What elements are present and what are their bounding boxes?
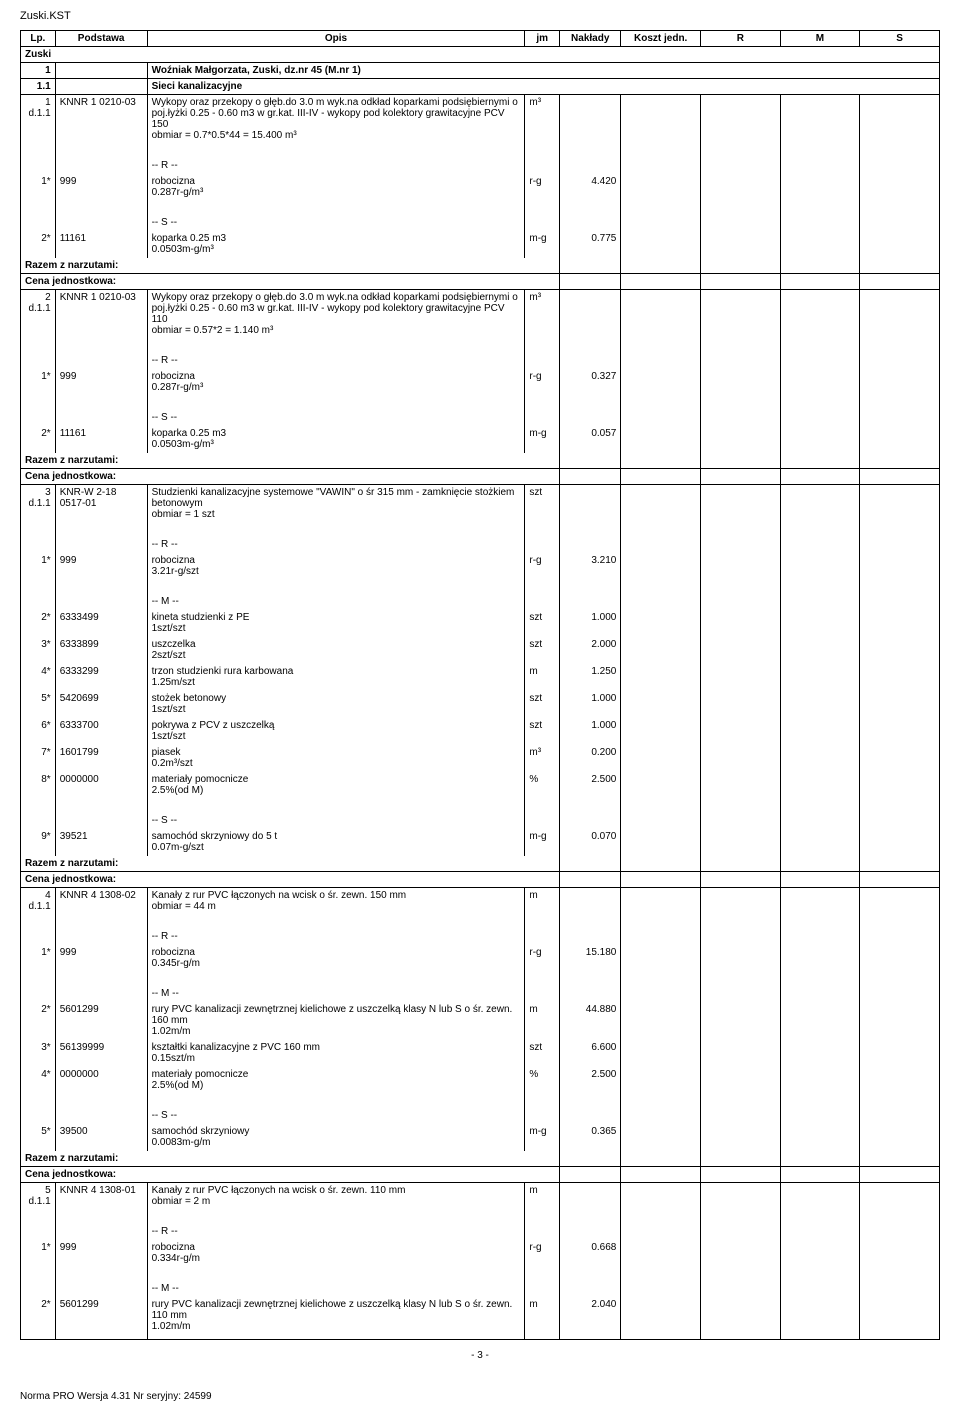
item-3-m7: 7*1601799piasek 0.2m³/sztm³0.200: [21, 745, 940, 772]
col-m: M: [780, 31, 860, 47]
doc-title: Zuski.KST: [20, 10, 940, 22]
item-3-m3: 3*6333899uszczelka 2szt/sztszt2.000: [21, 637, 940, 664]
item-4-m3: 3*56139999kształtki kanalizacyjne z PVC …: [21, 1040, 940, 1067]
header-row: Lp. Podstawa Opis jm Nakłady Koszt jedn.…: [21, 31, 940, 47]
item-3-s: 9*39521samochód skrzyniowy do 5 t 0.07m-…: [21, 829, 940, 856]
footer: Norma PRO Wersja 4.31 Nr seryjny: 24599: [20, 1391, 940, 1402]
cost-table: Lp. Podstawa Opis jm Nakłady Koszt jedn.…: [20, 30, 940, 1340]
item-4-m4: 4*0000000materiały pomocnicze 2.5%(od M)…: [21, 1067, 940, 1094]
item-3-r: 1*999 robocizna 3.21r-g/szt r-g3.210: [21, 553, 940, 580]
row-1-1-opis: Sieci kanalizacyjne: [147, 79, 939, 95]
item-1-r-hdr: -- R --: [21, 158, 940, 174]
item-1-jm: m³: [525, 95, 560, 144]
item-3: 3 d.1.1 KNR-W 2-18 0517-01 Studzienki ka…: [21, 485, 940, 523]
item-3-m2: 2*6333499kineta studzienki z PE 1szt/szt…: [21, 610, 940, 637]
item-1-r: 1* 999 robocizna 0.287r-g/m³ r-g 4.420: [21, 174, 940, 201]
col-lp: Lp.: [21, 31, 56, 47]
item-3-m4: 4*6333299trzon studzienki rura karbowana…: [21, 664, 940, 691]
row-1-1: 1.1 Sieci kanalizacyjne: [21, 79, 940, 95]
item-1-cena: Cena jednostkowa:: [21, 274, 940, 290]
item-1-s: 2* 11161 koparka 0.25 m3 0.0503m-g/m³ m-…: [21, 231, 940, 258]
row-1-opis: Woźniak Małgorzata, Zuski, dz.nr 45 (M.n…: [147, 63, 939, 79]
item-3-m8: 8*0000000materiały pomocnicze 2.5%(od M)…: [21, 772, 940, 799]
item-1: 1 d.1.1 KNNR 1 0210-03 Wykopy oraz przek…: [21, 95, 940, 144]
item-4-s: 5*39500samochód skrzyniowy 0.0083m-g/mm-…: [21, 1124, 940, 1151]
row-1-lp: 1: [21, 63, 56, 79]
section-zuski-label: Zuski: [21, 47, 940, 63]
item-3-m5: 5*5420699stożek betonowy 1szt/sztszt1.00…: [21, 691, 940, 718]
item-5-m2: 2*5601299rury PVC kanalizacji zewnętrzne…: [21, 1297, 940, 1335]
item-3-m6: 6*6333700pokrywa z PCV z uszczelką 1szt/…: [21, 718, 940, 745]
item-1-pod: KNNR 1 0210-03: [55, 95, 147, 144]
row-1: 1 Woźniak Małgorzata, Zuski, dz.nr 45 (M…: [21, 63, 940, 79]
item-2-s: 2*11161 koparka 0.25 m3 0.0503m-g/m³ m-g…: [21, 426, 940, 453]
item-5: 5 d.1.1 KNNR 4 1308-01 Kanały z rur PVC …: [21, 1183, 940, 1210]
col-naklady: Nakłady: [560, 31, 621, 47]
item-2-r: 1*999 robocizna 0.287r-g/m³ r-g0.327: [21, 369, 940, 396]
item-5-r: 1*999robocizna 0.334r-g/mr-g0.668: [21, 1240, 940, 1267]
col-s: S: [860, 31, 940, 47]
item-4: 4 d.1.1 KNNR 4 1308-02 Kanały z rur PVC …: [21, 888, 940, 915]
col-opis: Opis: [147, 31, 525, 47]
row-1-1-lp: 1.1: [21, 79, 56, 95]
item-1-lp: 1 d.1.1: [21, 95, 56, 144]
col-jm: jm: [525, 31, 560, 47]
item-4-m2: 2*5601299rury PVC kanalizacji zewnętrzne…: [21, 1002, 940, 1040]
item-2: 2 d.1.1 KNNR 1 0210-03 Wykopy oraz przek…: [21, 290, 940, 339]
section-zuski: Zuski: [21, 47, 940, 63]
col-r: R: [701, 31, 781, 47]
item-1-s-hdr: -- S --: [21, 215, 940, 231]
col-koszt: Koszt jedn.: [621, 31, 701, 47]
col-podstawa: Podstawa: [55, 31, 147, 47]
page-number: - 3 -: [20, 1350, 940, 1361]
item-1-opis: Wykopy oraz przekopy o głęb.do 3.0 m wyk…: [147, 95, 525, 144]
item-4-r: 1*999robocizna 0.345r-g/mr-g15.180: [21, 945, 940, 972]
item-1-razem: Razem z narzutami:: [21, 258, 940, 274]
